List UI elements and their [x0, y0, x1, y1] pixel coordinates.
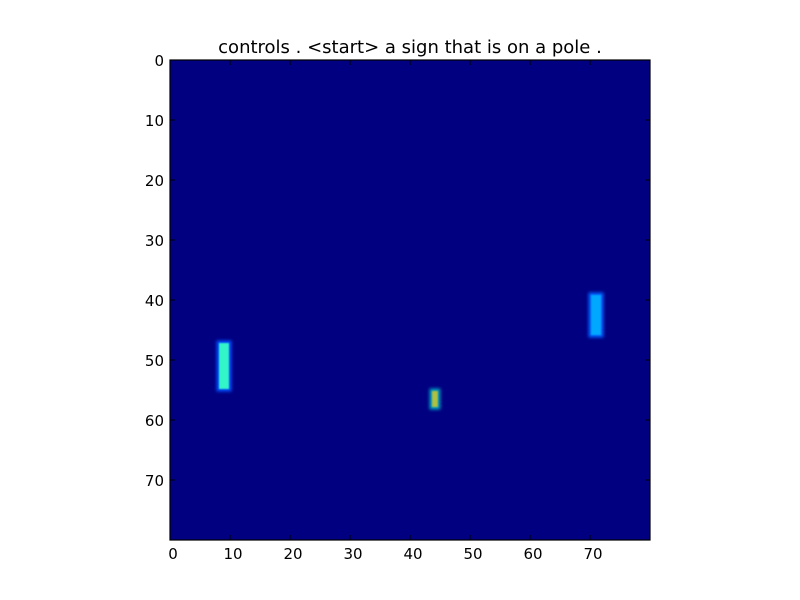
y-tick-label: 30: [145, 232, 164, 250]
region-center-dots: [432, 391, 438, 407]
y-tick-label: 20: [145, 172, 164, 190]
region-right-bar: [591, 295, 601, 335]
plot-background: [170, 60, 650, 540]
x-tick-label: 0: [168, 545, 178, 563]
x-tick-label: 10: [223, 545, 242, 563]
y-axis: 0 10 20 30 40 50 60 70: [145, 52, 650, 490]
y-tick-label: 40: [145, 292, 164, 310]
x-axis: 0 10 20 30 40 50 60 70: [168, 60, 603, 563]
heatmap-regions: [216, 292, 604, 410]
chart-title: controls . <start> a sign that is on a p…: [218, 37, 602, 58]
x-tick-label: 60: [523, 545, 542, 563]
y-tick-label: 0: [154, 52, 164, 70]
x-tick-label: 20: [283, 545, 302, 563]
x-tick-label: 40: [403, 545, 422, 563]
x-tick-label: 50: [463, 545, 482, 563]
y-tick-label: 60: [145, 412, 164, 430]
x-tick-label: 30: [343, 545, 362, 563]
y-tick-label: 50: [145, 352, 164, 370]
y-tick-label: 70: [145, 472, 164, 490]
x-tick-label: 70: [583, 545, 602, 563]
region-left-bar: [219, 343, 229, 389]
y-tick-label: 10: [145, 112, 164, 130]
